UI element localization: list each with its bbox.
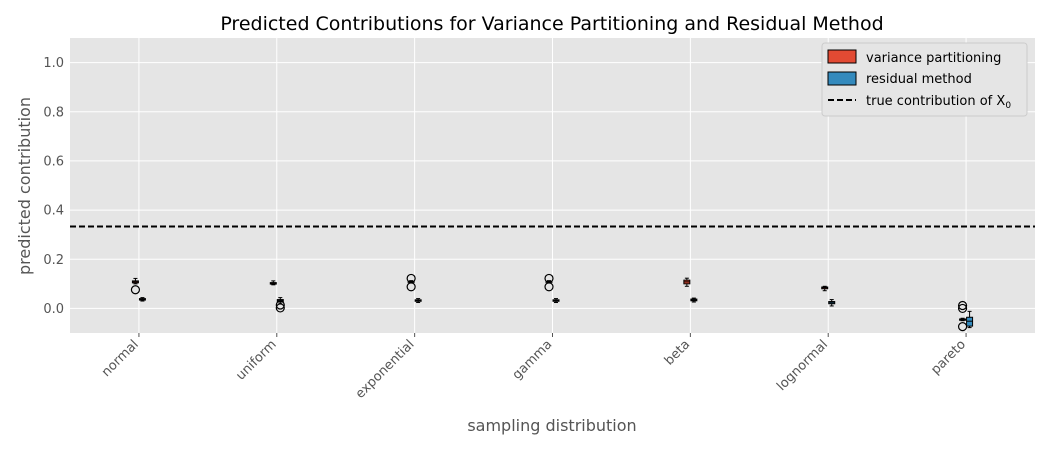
flier-point bbox=[544, 282, 554, 292]
flier-point bbox=[957, 300, 968, 311]
legend-swatch-variance-partitioning bbox=[827, 49, 857, 64]
boxplot-group bbox=[130, 273, 974, 332]
y-tick-label: 0.6 bbox=[43, 154, 64, 169]
flier-point bbox=[957, 303, 968, 314]
box-residual-method-normal bbox=[138, 297, 146, 302]
y-axis-label: predicted contribution bbox=[15, 97, 34, 275]
flier-point bbox=[275, 300, 285, 310]
box-residual-method-uniform bbox=[275, 297, 285, 313]
legend-label-residual-method: residual method bbox=[866, 72, 972, 87]
box-residual-method-beta bbox=[690, 297, 698, 303]
box-variance-partitioning-exponential bbox=[406, 273, 416, 292]
x-axis-label: sampling distribution bbox=[467, 416, 636, 435]
box-variance-partitioning-normal bbox=[130, 277, 141, 295]
box-variance-partitioning-lognormal bbox=[821, 285, 829, 292]
box-variance-partitioning-gamma bbox=[544, 273, 554, 292]
y-tick-label: 0.0 bbox=[43, 302, 64, 317]
box-residual-method-gamma bbox=[552, 298, 560, 304]
box-residual-method-pareto bbox=[966, 310, 974, 329]
box-variance-partitioning-beta bbox=[683, 277, 691, 287]
y-tick-label: 0.2 bbox=[43, 253, 64, 268]
legend-label-variance-partitioning: variance partitioning bbox=[866, 51, 1001, 66]
box-residual-method-exponential bbox=[414, 298, 422, 304]
legend-frame bbox=[821, 42, 1028, 117]
box-residual-method-lognormal bbox=[828, 299, 836, 307]
flier-point bbox=[406, 282, 416, 292]
chart-title: Predicted Contributions for Variance Par… bbox=[220, 13, 883, 35]
y-tick-label: 0.8 bbox=[43, 105, 64, 120]
legend-label-reference-text: true contribution of X bbox=[866, 94, 1005, 109]
legend-label-reference: true contribution of X0 bbox=[866, 94, 1011, 111]
legend-swatch-residual-method bbox=[827, 71, 857, 86]
legend-label-reference-subscript: 0 bbox=[1005, 101, 1011, 111]
y-tick-label: 0.4 bbox=[43, 204, 64, 219]
y-tick-label: 1.0 bbox=[43, 56, 64, 71]
box-variance-partitioning-pareto bbox=[957, 300, 968, 332]
flier-point bbox=[275, 303, 285, 313]
y-tick-labels: 0.0 0.2 0.4 0.6 0.8 1.0 bbox=[43, 56, 64, 317]
legend: variance partitioning residual method tr… bbox=[821, 42, 1028, 117]
box-variance-partitioning-uniform bbox=[269, 280, 277, 286]
flier-point bbox=[130, 285, 141, 295]
